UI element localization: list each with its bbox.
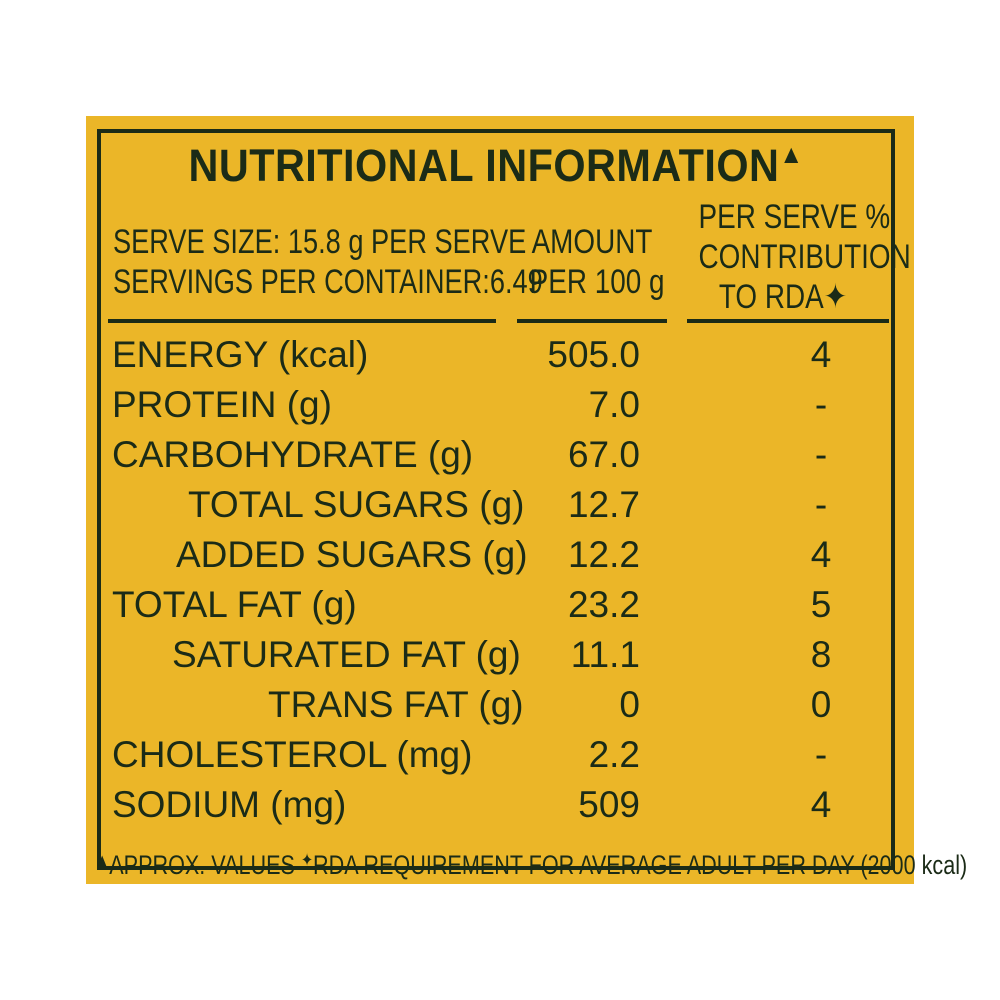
- nutrient-rda: -: [814, 484, 828, 525]
- table-row: PROTEIN (g) 7.0 -: [0, 380, 1000, 430]
- nutrient-amount: 2.2: [588, 734, 640, 775]
- nutrient-amount: 23.2: [567, 584, 640, 625]
- nutrient-rda: 8: [810, 634, 832, 675]
- nutrient-name: TRANS FAT (g): [268, 684, 524, 725]
- nutrient-rda: 4: [810, 534, 832, 575]
- nutrient-amount: 505.0: [547, 334, 640, 375]
- column-header-rda-line: CONTRIBUTION: [698, 238, 911, 276]
- nutrient-amount: 0: [619, 684, 640, 725]
- serve-size: SERVE SIZE: 15.8 g PER SERVE: [113, 223, 527, 261]
- nutrient-rda: 0: [810, 684, 832, 725]
- nutrient-name: TOTAL FAT (g): [112, 584, 357, 625]
- header-divider-amount: [517, 319, 667, 323]
- rda-mark-icon: ✦: [300, 850, 314, 870]
- footnote-approx-text: APPROX. VALUES: [109, 850, 301, 880]
- footnote-rda-text: RDA REQUIREMENT FOR AVERAGE ADULT PER DA…: [313, 850, 968, 880]
- column-header-rda-line: PER SERVE %: [698, 198, 891, 236]
- table-row: TOTAL FAT (g) 23.2 5: [0, 580, 1000, 630]
- nutrient-amount: 67.0: [567, 434, 640, 475]
- servings-per-container: SERVINGS PER CONTAINER:6.49: [113, 263, 543, 301]
- nutrient-rda: -: [814, 384, 828, 425]
- footnote: ▲APPROX. VALUES ✦RDA REQUIREMENT FOR AVE…: [95, 845, 967, 880]
- nutrient-rda: 5: [810, 584, 832, 625]
- title-text: NUTRITIONAL INFORMATION: [188, 140, 780, 191]
- nutrient-rda: -: [814, 434, 828, 475]
- table-row: SATURATED FAT (g) 11.1 8: [0, 630, 1000, 680]
- table-row: CHOLESTEROL (mg) 2.2 -: [0, 730, 1000, 780]
- label-title: NUTRITIONAL INFORMATION▲: [129, 141, 863, 188]
- nutrient-name: SODIUM (mg): [112, 784, 347, 825]
- nutrient-name: ENERGY (kcal): [112, 334, 369, 375]
- table-row: TRANS FAT (g) 0 0: [0, 680, 1000, 730]
- nutrient-rda: 4: [810, 334, 832, 375]
- nutrient-amount: 12.7: [567, 484, 640, 525]
- nutrient-rda: -: [814, 734, 828, 775]
- nutrient-rda: 4: [810, 784, 832, 825]
- table-row: SODIUM (mg) 509 4: [0, 780, 1000, 830]
- header-divider-nutrient: [108, 319, 496, 323]
- column-header-rda-line: TO RDA✦: [718, 278, 848, 316]
- column-header-rda: PER SERVE % CONTRIBUTION TO RDA✦: [698, 197, 911, 317]
- nutrient-amount: 509: [578, 784, 640, 825]
- nutrient-amount: 12.2: [567, 534, 640, 575]
- nutrient-name: TOTAL SUGARS (g): [188, 484, 525, 525]
- nutrition-label-border: [97, 129, 895, 870]
- nutrient-name: SATURATED FAT (g): [172, 634, 521, 675]
- header-divider-rda: [687, 319, 889, 323]
- table-row: ENERGY (kcal) 505.0 4: [0, 330, 1000, 380]
- column-header-amount: AMOUNT PER 100 g: [529, 222, 665, 302]
- table-row: ADDED SUGARS (g) 12.2 4: [0, 530, 1000, 580]
- approx-mark-icon: ▲: [95, 850, 110, 870]
- nutrient-amount: 11.1: [570, 634, 640, 675]
- serving-info: SERVE SIZE: 15.8 g PER SERVE SERVINGS PE…: [113, 222, 543, 302]
- nutrient-name: ADDED SUGARS (g): [176, 534, 528, 575]
- column-header-amount-line: AMOUNT: [531, 223, 653, 261]
- nutrient-name: CARBOHYDRATE (g): [112, 434, 474, 475]
- approx-mark-icon: ▲: [779, 139, 804, 169]
- nutrition-label-panel: [86, 116, 914, 884]
- nutrient-name: PROTEIN (g): [112, 384, 332, 425]
- nutrient-amount: 7.0: [588, 384, 640, 425]
- table-row: CARBOHYDRATE (g) 67.0 -: [0, 430, 1000, 480]
- column-header-amount-line: PER 100 g: [529, 263, 665, 301]
- nutrient-name: CHOLESTEROL (mg): [112, 734, 473, 775]
- table-row: TOTAL SUGARS (g) 12.7 -: [0, 480, 1000, 530]
